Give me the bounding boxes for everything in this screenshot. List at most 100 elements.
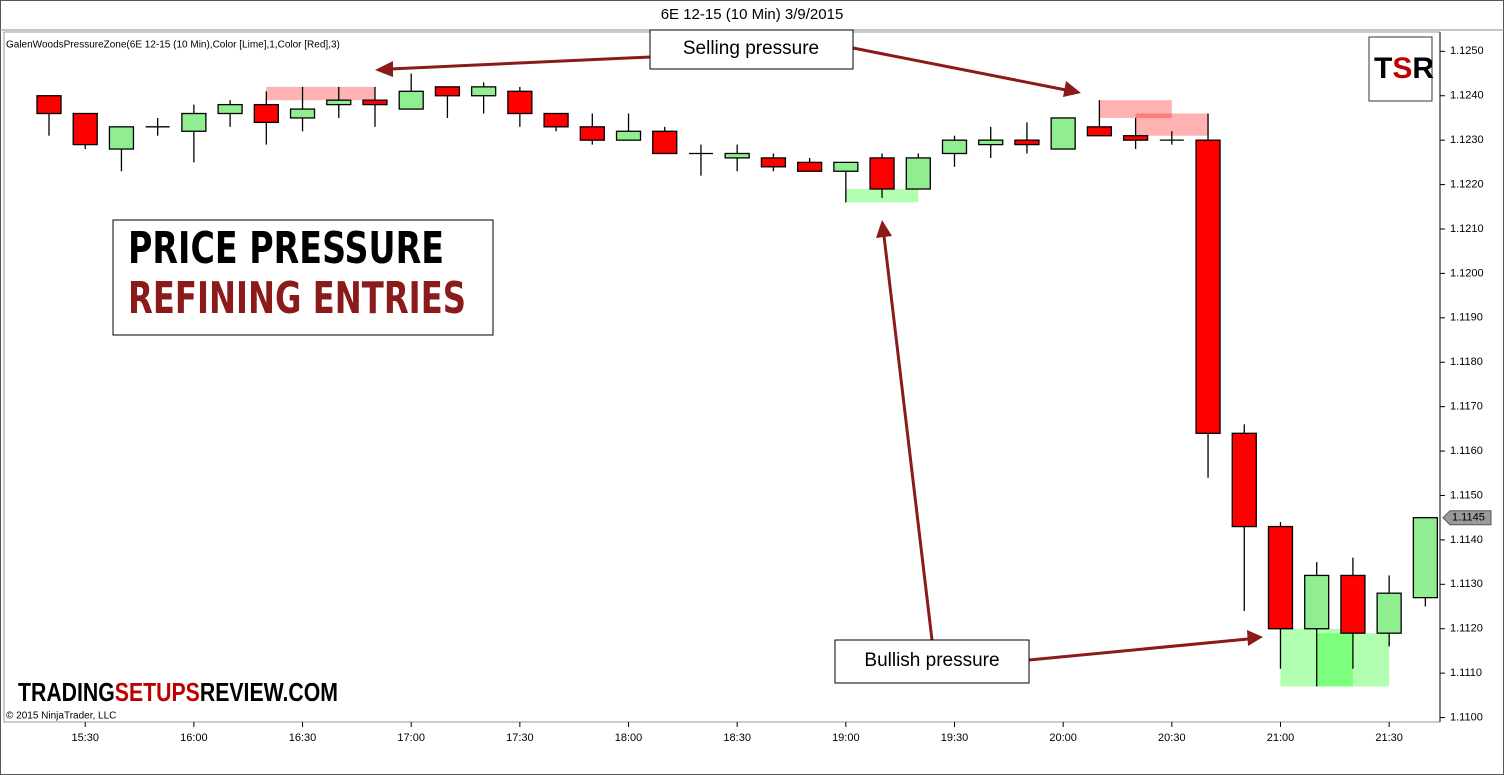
y-tick-label: 1.1180 bbox=[1450, 356, 1483, 368]
candle-body bbox=[362, 99, 388, 106]
candle-body bbox=[36, 95, 62, 115]
headline: REFINING ENTRIES bbox=[128, 273, 466, 324]
arrowhead bbox=[375, 61, 393, 77]
y-tick-label: 1.1140 bbox=[1450, 534, 1483, 546]
logo-part: R bbox=[1412, 52, 1434, 85]
candle-body bbox=[1304, 574, 1330, 630]
plot-layer bbox=[36, 73, 1439, 687]
x-tick-label: 19:00 bbox=[832, 732, 860, 744]
candle-body bbox=[434, 86, 461, 97]
candle-body bbox=[1340, 574, 1366, 634]
arrow bbox=[389, 55, 651, 71]
candle-body bbox=[833, 161, 859, 172]
logo: TSR bbox=[1374, 52, 1434, 85]
last-price-label: 1.1145 bbox=[1452, 512, 1485, 524]
arrow bbox=[882, 235, 934, 641]
logo-part: S bbox=[1392, 52, 1412, 85]
arrow bbox=[1028, 637, 1249, 662]
x-tick-label: 19:30 bbox=[941, 732, 969, 744]
y-tick-label: 1.1220 bbox=[1450, 178, 1484, 190]
site-part: REVIEW.COM bbox=[200, 677, 338, 707]
x-tick-label: 17:00 bbox=[397, 732, 425, 744]
candle-body bbox=[796, 161, 823, 172]
y-tick-label: 1.1250 bbox=[1450, 45, 1484, 57]
candle-body bbox=[398, 90, 424, 110]
candle-body bbox=[289, 108, 316, 119]
candle-body bbox=[724, 152, 750, 159]
candle-body bbox=[978, 139, 1004, 146]
candle-body bbox=[1086, 126, 1113, 137]
candle-body bbox=[1267, 525, 1294, 630]
site-part: SETUPS bbox=[115, 677, 200, 707]
y-tick-label: 1.1210 bbox=[1450, 223, 1484, 235]
headline: PRICE PRESSURE bbox=[128, 223, 444, 274]
annotation-box bbox=[649, 29, 854, 70]
logo-part: T bbox=[1374, 52, 1392, 85]
candle-body bbox=[1376, 592, 1402, 634]
x-tick-label: 18:30 bbox=[723, 732, 751, 744]
candle-body bbox=[869, 157, 895, 190]
candle-body bbox=[470, 86, 497, 97]
x-tick-label: 16:00 bbox=[180, 732, 208, 744]
x-tick-label: 17:30 bbox=[506, 732, 534, 744]
candle-body bbox=[1412, 517, 1439, 599]
y-tick-label: 1.1170 bbox=[1450, 401, 1483, 413]
candle-body bbox=[72, 112, 98, 146]
indicator-label: GalenWoodsPressureZone(6E 12-15 (10 Min)… bbox=[6, 40, 340, 51]
candle-body bbox=[1014, 139, 1040, 146]
y-tick-label: 1.1100 bbox=[1450, 711, 1483, 723]
y-tick-label: 1.1190 bbox=[1450, 312, 1483, 324]
candle-body bbox=[615, 130, 642, 141]
candle-body bbox=[181, 112, 207, 132]
candle-body bbox=[1195, 139, 1221, 434]
y-tick-label: 1.1240 bbox=[1450, 90, 1484, 102]
annotation-box bbox=[834, 639, 1030, 684]
pressure-zone bbox=[266, 86, 375, 101]
candle-body bbox=[543, 112, 569, 128]
y-tick-label: 1.1160 bbox=[1450, 445, 1483, 457]
arrowhead bbox=[1063, 81, 1081, 97]
candle-body bbox=[108, 126, 135, 150]
y-tick-label: 1.1200 bbox=[1450, 267, 1484, 279]
pressure-zone bbox=[1135, 113, 1209, 136]
candle-body bbox=[905, 157, 931, 190]
y-tick-label: 1.1230 bbox=[1450, 134, 1484, 146]
candle-body bbox=[1050, 117, 1076, 150]
x-tick-label: 20:30 bbox=[1158, 732, 1186, 744]
candle-body bbox=[1231, 432, 1257, 528]
x-tick-label: 21:00 bbox=[1267, 732, 1295, 744]
x-tick-label: 16:30 bbox=[289, 732, 317, 744]
y-tick-label: 1.1130 bbox=[1450, 578, 1483, 590]
y-tick-label: 1.1150 bbox=[1450, 489, 1483, 501]
chart-title: 6E 12-15 (10 Min) 3/9/2015 bbox=[661, 6, 844, 23]
site-name: TRADINGSETUPSREVIEW.COM bbox=[18, 677, 338, 707]
arrowhead bbox=[876, 220, 892, 238]
arrow bbox=[852, 46, 1067, 92]
pressure-zone bbox=[1099, 100, 1172, 118]
arrowhead bbox=[1247, 630, 1263, 646]
candle-body bbox=[253, 103, 279, 124]
annotation: Selling pressure bbox=[683, 38, 819, 59]
candle-body bbox=[760, 157, 787, 168]
candle-body bbox=[507, 90, 533, 115]
candle-body bbox=[941, 139, 968, 155]
x-tick-label: 18:00 bbox=[615, 732, 643, 744]
x-tick-label: 21:30 bbox=[1375, 732, 1403, 744]
candle-body bbox=[579, 126, 605, 141]
y-tick-label: 1.1110 bbox=[1450, 667, 1482, 679]
candle-body bbox=[652, 130, 678, 155]
headline-box bbox=[112, 219, 494, 336]
candle-body bbox=[1122, 135, 1149, 141]
site-part: TRADING bbox=[18, 677, 115, 707]
annotation: Bullish pressure bbox=[864, 650, 999, 671]
y-tick-label: 1.1120 bbox=[1450, 623, 1483, 635]
arrows bbox=[375, 46, 1263, 662]
copyright: © 2015 NinjaTrader, LLC bbox=[6, 711, 116, 722]
x-tick-label: 20:00 bbox=[1049, 732, 1077, 744]
candle-body bbox=[217, 103, 243, 115]
x-tick-label: 15:30 bbox=[71, 732, 99, 744]
logo-box bbox=[1368, 36, 1433, 102]
last-price-tag bbox=[1442, 510, 1492, 526]
